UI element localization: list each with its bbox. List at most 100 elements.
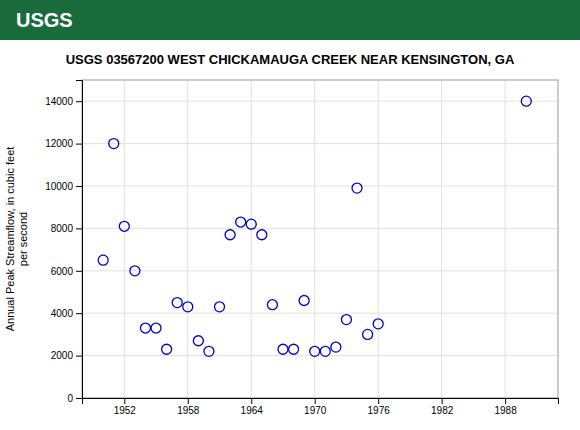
y-axis-line: [76, 81, 83, 399]
x-tick-mark: [251, 398, 252, 404]
point: [183, 302, 193, 312]
point: [278, 344, 288, 354]
y-grid-line: [82, 355, 558, 356]
y-axis-title: Annual Peak Streamflow, in cubic feetper…: [4, 147, 29, 332]
x-axis: 1952 1958 1964 1970 1976 1982 1988: [83, 398, 559, 416]
x-tick: 1976: [368, 398, 391, 416]
y-tick-label: 14000: [45, 96, 73, 107]
point: [352, 183, 362, 193]
x-tick-label: 1970: [304, 405, 327, 416]
y-tick-label: 8000: [51, 223, 74, 234]
chart-svg: USGSUSGS 03567200 WEST CHICKAMAUGA CREEK…: [0, 0, 580, 430]
y-tick-mark: [76, 228, 82, 229]
x-tick-label: 1952: [114, 405, 137, 416]
x-grid-line: [187, 80, 188, 398]
y-axis-title-line: per second: [17, 212, 29, 266]
x-tick-mark: [315, 398, 316, 404]
point: [521, 96, 531, 106]
y-tick: 12000: [45, 138, 82, 149]
point: [119, 221, 129, 231]
y-tick: 4000: [51, 308, 82, 319]
y-tick-label: 2000: [51, 350, 74, 361]
y-tick-mark: [76, 144, 82, 145]
x-tick: 1958: [177, 398, 200, 416]
y-tick: 2000: [51, 350, 82, 361]
point: [109, 139, 119, 149]
y-axis: 0 2000 4000 6000 8000 10000 12000 14000: [45, 81, 82, 404]
point: [289, 344, 299, 354]
point: [373, 319, 383, 329]
point: [130, 266, 140, 276]
plot: 1952 1958 1964 1970 1976 1982 1988 0 2000 4000 600…: [4, 80, 559, 416]
point: [320, 346, 330, 356]
x-tick: 1964: [241, 398, 264, 416]
x-tick: 1952: [114, 398, 137, 416]
plot-frame: [82, 80, 558, 398]
y-tick: 10000: [45, 181, 82, 192]
x-tick: 1970: [304, 398, 327, 416]
y-grid-line: [82, 143, 558, 144]
x-grid-line: [505, 80, 506, 398]
points: [98, 96, 531, 356]
y-tick-mark: [76, 398, 82, 399]
y-tick-label: 10000: [45, 181, 73, 192]
x-grid-line: [314, 80, 315, 398]
y-tick-label: 4000: [51, 308, 74, 319]
y-grid-line: [82, 228, 558, 229]
x-tick-mark: [188, 398, 189, 404]
x-grid-line: [441, 80, 442, 398]
x-grid-line: [251, 80, 252, 398]
y-grid-line: [82, 101, 558, 102]
x-tick: 1982: [431, 398, 454, 416]
point: [225, 230, 235, 240]
y-tick-mark: [76, 313, 82, 314]
y-tick: 8000: [51, 223, 82, 234]
x-tick-label: 1976: [368, 405, 391, 416]
title: USGS 03567200 WEST CHICKAMAUGA CREEK NEA…: [66, 52, 515, 67]
y-grid-line: [82, 313, 558, 314]
y-tick-mark: [76, 186, 82, 187]
x-axis-line: [83, 399, 559, 405]
point: [331, 342, 341, 352]
point: [172, 298, 182, 308]
y-tick: 0: [67, 393, 82, 404]
y-tick-mark: [76, 101, 82, 102]
y-grid-line: [82, 270, 558, 271]
point: [341, 315, 351, 325]
x-tick-mark: [378, 398, 379, 404]
y-tick-label: 6000: [51, 266, 74, 277]
y-tick: 14000: [45, 96, 82, 107]
point: [246, 219, 256, 229]
point: [151, 323, 161, 333]
y-grid-line: [82, 186, 558, 187]
x-tick-label: 1964: [241, 405, 264, 416]
y-tick-mark: [76, 271, 82, 272]
point: [193, 336, 203, 346]
y-tick-label: 0: [67, 393, 73, 404]
y-tick-label: 12000: [45, 138, 73, 149]
x-tick-mark: [124, 398, 125, 404]
y-tick: 6000: [51, 266, 82, 277]
x-tick-label: 1982: [431, 405, 454, 416]
point: [98, 255, 108, 265]
point: [257, 230, 267, 240]
point: [236, 217, 246, 227]
x-tick-label: 1988: [494, 405, 517, 416]
x-tick: 1988: [494, 398, 517, 416]
point: [267, 300, 277, 310]
point: [299, 295, 309, 305]
x-tick-mark: [505, 398, 506, 404]
point: [162, 344, 172, 354]
x-tick-label: 1958: [177, 405, 200, 416]
y-axis-title-line: Annual Peak Streamflow, in cubic feet: [4, 147, 16, 332]
point: [215, 302, 225, 312]
x-grid-line: [378, 80, 379, 398]
x-grid-line: [124, 80, 125, 398]
y-tick-mark: [76, 356, 82, 357]
point: [204, 346, 214, 356]
header-bar: [0, 0, 580, 40]
point: [310, 346, 320, 356]
x-tick-mark: [442, 398, 443, 404]
grid: [82, 80, 558, 398]
point: [363, 329, 373, 339]
